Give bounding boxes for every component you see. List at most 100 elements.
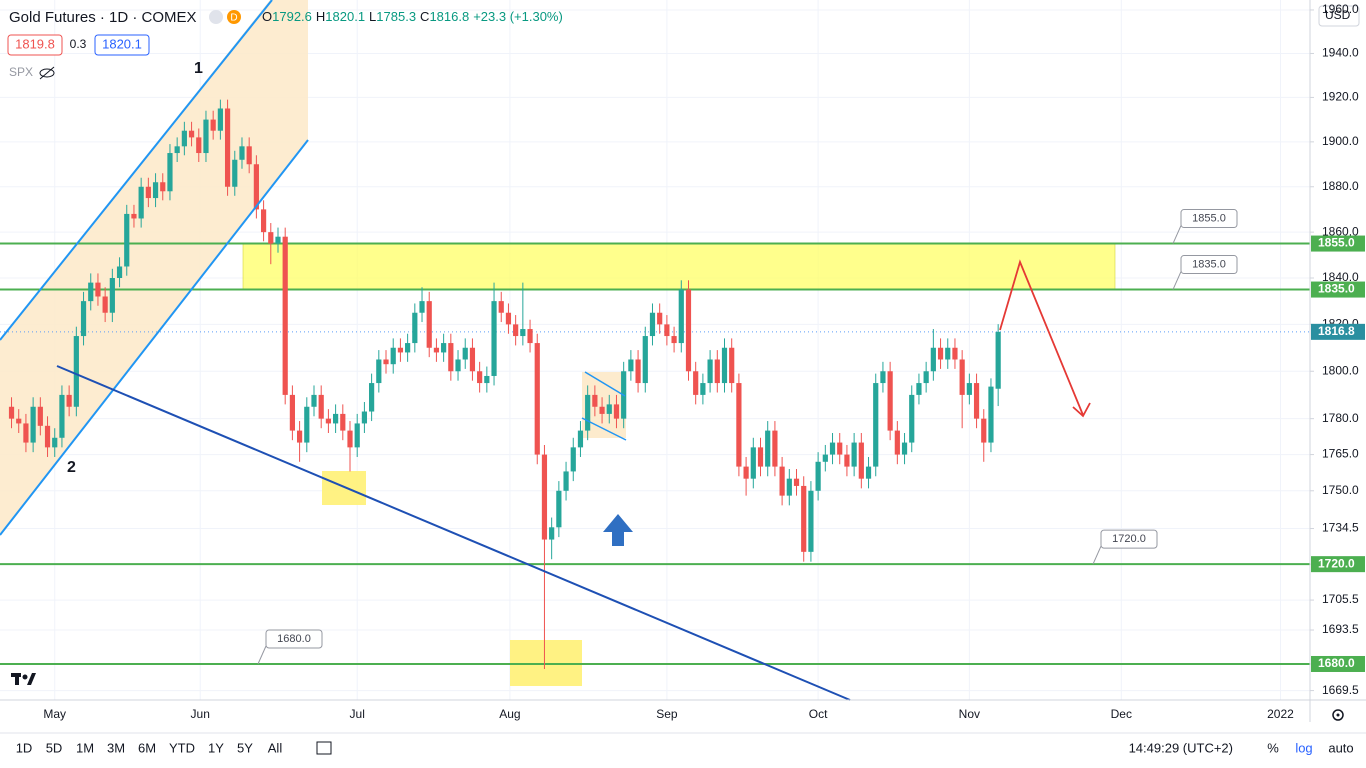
- candle-body: [534, 343, 540, 455]
- settings-icon[interactable]: [1332, 709, 1344, 721]
- candle-body: [44, 425, 51, 448]
- x-tick-label: Nov: [959, 707, 980, 721]
- y-tick-label: 1734.5: [1322, 521, 1359, 535]
- hide-icon[interactable]: [39, 66, 55, 80]
- candle-body: [973, 383, 980, 419]
- candle-body: [484, 375, 490, 384]
- candle-body: [858, 442, 864, 479]
- callout-pointer: [1172, 225, 1182, 244]
- callout-label: 1835.0: [1192, 258, 1226, 270]
- date-range-icon[interactable]: [316, 741, 332, 755]
- callout-label: 1720.0: [1112, 533, 1146, 545]
- bid-box[interactable]: [7, 34, 63, 56]
- logo: [11, 673, 36, 685]
- candle-body: [361, 411, 368, 424]
- currency-button[interactable]: [1318, 5, 1360, 27]
- candle-body: [685, 289, 692, 372]
- candle-body: [808, 490, 814, 552]
- candle-body: [563, 471, 569, 491]
- channel-lower: [0, 139, 309, 536]
- axis-layer: 1960.0 1940.0 1920.0 1900.0 1880.0 1860.0 1840…: [43, 2, 1365, 721]
- candle-body: [700, 383, 706, 395]
- y-tick-label: 1765.0: [1322, 447, 1359, 461]
- y-tick-label: 1750.0: [1322, 483, 1359, 497]
- percent-toggle[interactable]: %: [1267, 740, 1279, 755]
- candle-body: [585, 394, 591, 431]
- candle-body: [865, 466, 872, 479]
- candle-body: [347, 430, 353, 448]
- candle-body: [815, 461, 821, 491]
- y-tick-label: 1705.5: [1322, 592, 1359, 606]
- candle-body: [995, 331, 1001, 389]
- range-button[interactable]: 5D: [46, 740, 63, 755]
- candle-body: [196, 137, 202, 154]
- flag-line: [581, 417, 627, 441]
- candle-body: [743, 466, 749, 479]
- candle-body: [772, 430, 778, 467]
- level-price-box: [1311, 655, 1365, 672]
- log-toggle[interactable]: log: [1295, 740, 1312, 755]
- candle-body: [678, 289, 684, 344]
- ohlc-value: 1820.1: [325, 9, 365, 24]
- range-button[interactable]: 6M: [138, 740, 156, 755]
- range-button[interactable]: 1Y: [208, 740, 224, 755]
- range-button[interactable]: YTD: [169, 740, 195, 755]
- ohlc-key: H: [316, 9, 325, 24]
- candle-body: [232, 159, 238, 187]
- clock: 14:49:29 (UTC+2): [1129, 740, 1233, 755]
- candle-body: [714, 359, 720, 384]
- candle-body: [145, 186, 151, 199]
- candle-body: [549, 527, 555, 540]
- candle-body: [822, 454, 828, 462]
- candle-body: [873, 383, 879, 467]
- candle-body: [599, 406, 605, 414]
- candle-body: [397, 347, 404, 353]
- candle-body: [988, 386, 994, 443]
- candle-body: [786, 478, 792, 496]
- highlight-box: [322, 471, 366, 505]
- ohlc-legend: O1792.6 H1820.1 L1785.3 C1816.8 +23.3 (+1.30…: [262, 9, 563, 24]
- candle-body: [750, 447, 756, 479]
- candle-body: [981, 418, 987, 443]
- range-button[interactable]: 1D: [16, 740, 33, 755]
- x-tick-label: Sep: [656, 707, 678, 721]
- candle-body: [894, 430, 900, 455]
- range-button[interactable]: All: [268, 740, 283, 755]
- ohlc-value: 1785.3: [376, 9, 416, 24]
- flag-line: [584, 371, 626, 397]
- range-button[interactable]: 3M: [107, 740, 125, 755]
- range-button[interactable]: 1M: [76, 740, 94, 755]
- last-price-box: [1311, 323, 1365, 340]
- candle-body: [325, 418, 332, 424]
- auto-toggle[interactable]: auto: [1328, 740, 1353, 755]
- candle-body: [419, 301, 425, 313]
- candle-body: [592, 394, 598, 407]
- candle-body: [462, 347, 468, 360]
- candle-body: [318, 394, 324, 419]
- ask-box[interactable]: [94, 34, 150, 56]
- candle-body: [152, 182, 159, 199]
- x-tick-label: Dec: [1111, 707, 1132, 721]
- y-tick-label: 1860.0: [1322, 224, 1359, 238]
- callout-box: [265, 629, 323, 649]
- candle-body: [469, 347, 476, 372]
- candle-body: [765, 430, 771, 467]
- candle-body: [721, 347, 728, 384]
- candle-body: [477, 371, 483, 384]
- candle-body: [16, 418, 22, 424]
- candle-body: [729, 347, 735, 384]
- candle-body: [693, 371, 699, 395]
- candle-body: [59, 394, 65, 438]
- candle-body: [30, 406, 36, 443]
- candle-body: [52, 437, 58, 448]
- level-price-box: [1311, 556, 1365, 573]
- badge-text: D: [230, 13, 237, 24]
- symbol-title[interactable]: Gold Futures · 1D · COMEX: [9, 9, 197, 26]
- candle-body: [455, 359, 461, 372]
- candle-body: [498, 301, 504, 313]
- range-button[interactable]: 5Y: [237, 740, 253, 755]
- candle-body: [405, 343, 411, 353]
- candle-body: [311, 394, 317, 407]
- ohlc-value: 1792.6: [272, 9, 312, 24]
- candle-body: [966, 383, 972, 395]
